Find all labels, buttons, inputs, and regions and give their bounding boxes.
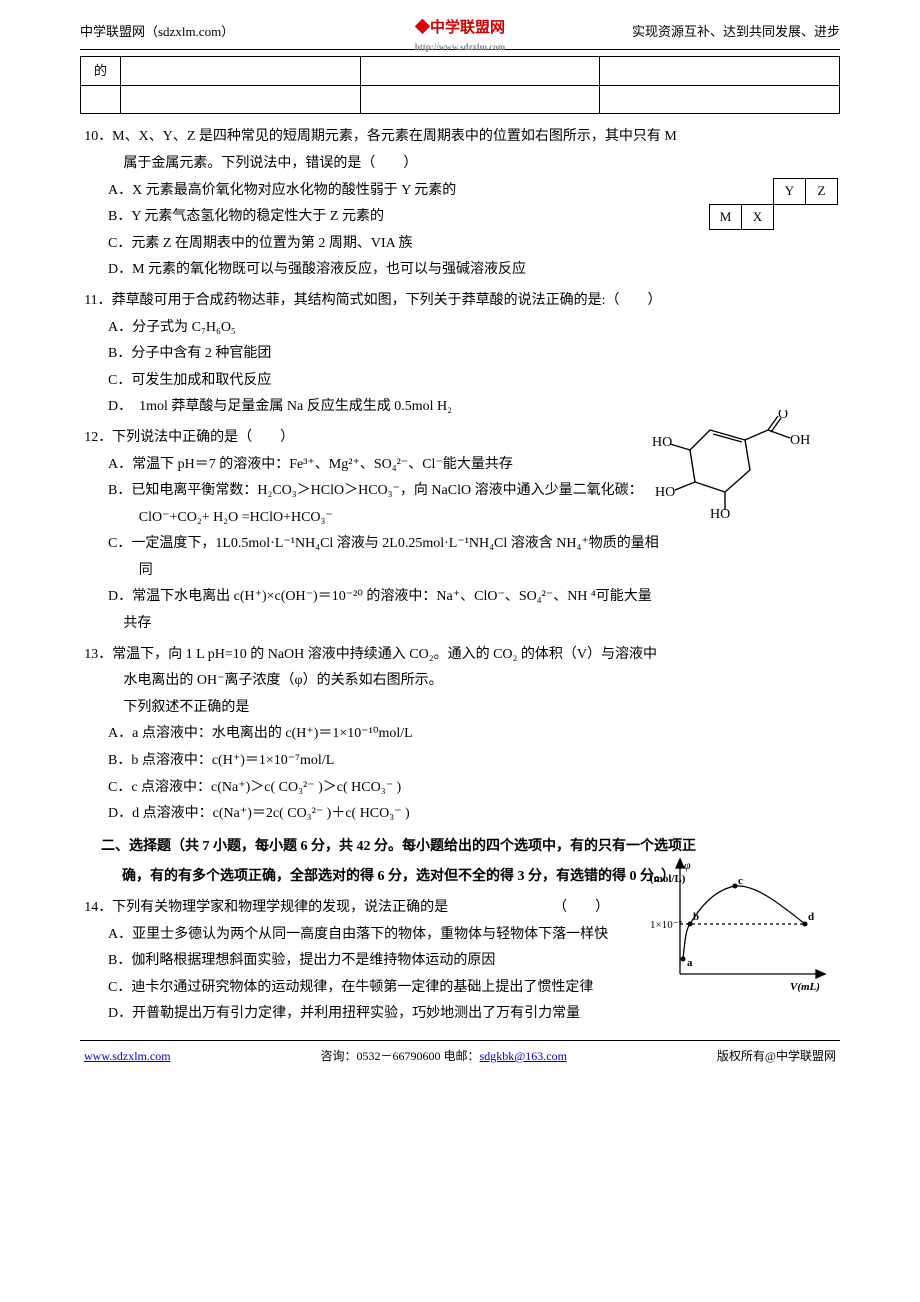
svg-text:b: b xyxy=(693,911,699,923)
footer-contact: 咨询：0532－66790600 电邮：sdgkbk@163.com xyxy=(321,1045,567,1068)
question-13: 13．常温下，向 1 L pH=10 的 NaOH 溶液中持续通入 CO₂。通入… xyxy=(80,642,840,828)
svg-text:O: O xyxy=(778,410,788,422)
footer-email-link[interactable]: sdgkbk@163.com xyxy=(480,1049,567,1063)
header-left: 中学联盟网（sdzxlm.com） xyxy=(80,20,234,45)
svg-text:a: a xyxy=(687,957,693,969)
header-right: 实现资源互补、达到共同发展、进步 xyxy=(632,20,840,45)
table-cell xyxy=(600,56,840,86)
page-footer: www.sdzxlm.com 咨询：0532－66790600 电邮：sdgkb… xyxy=(80,1041,840,1068)
header-logo: ◆中学联盟网 http://www.sdzxlm.com xyxy=(415,14,506,52)
table-cell xyxy=(360,86,600,114)
table-cell-label: 的 xyxy=(81,56,121,86)
svg-text:HO: HO xyxy=(710,507,730,520)
graph-figure: φ (mol/L) 1×10⁻⁷ a b c d V(mL) xyxy=(650,854,830,994)
table-cell xyxy=(121,56,361,86)
svg-text:1×10⁻⁷: 1×10⁻⁷ xyxy=(650,919,683,931)
table-cell xyxy=(121,86,361,114)
periodic-table-figure: Y Z M X xyxy=(709,178,838,230)
svg-text:c: c xyxy=(738,875,743,887)
table-cell xyxy=(360,56,600,86)
answer-table: 的 xyxy=(80,56,840,115)
svg-text:V(mL): V(mL) xyxy=(790,981,820,993)
svg-text:HO: HO xyxy=(652,435,672,450)
footer-url-link[interactable]: www.sdzxlm.com xyxy=(84,1045,171,1068)
table-cell xyxy=(81,86,121,114)
molecule-figure: HO HO HO O OH xyxy=(650,410,810,531)
svg-text:HO: HO xyxy=(655,485,675,500)
table-cell xyxy=(600,86,840,114)
svg-text:d: d xyxy=(808,911,814,923)
page-header: 中学联盟网（sdzxlm.com） ◆中学联盟网 http://www.sdzx… xyxy=(80,20,840,49)
svg-text:OH: OH xyxy=(790,433,810,448)
svg-text:φ: φ xyxy=(684,858,691,872)
svg-text:(mol/L): (mol/L) xyxy=(650,873,686,885)
question-11: 11．莽草酸可用于合成药物达菲，其结构简式如图，下列关于莽草酸的说法正确的是:（… xyxy=(80,288,840,421)
footer-copyright: 版权所有@中学联盟网 xyxy=(717,1045,836,1068)
